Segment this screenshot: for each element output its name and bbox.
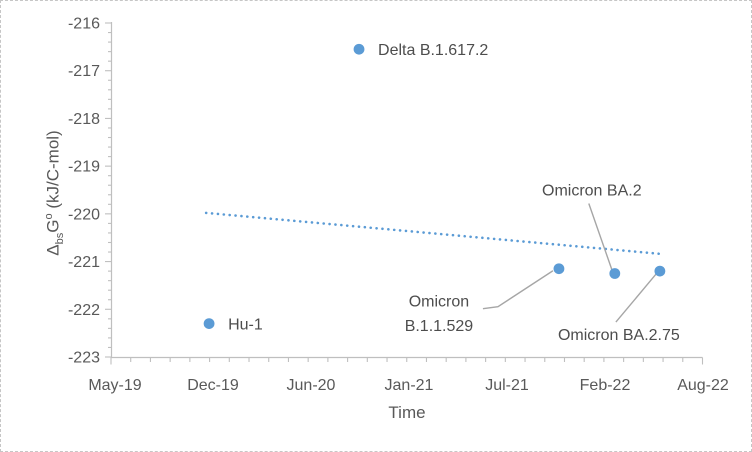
y-tick-label: -217 <box>68 63 100 80</box>
x-tick-label: May-19 <box>88 377 141 394</box>
leader-line-b11529 <box>482 270 554 310</box>
data-point-hu1 <box>203 318 215 329</box>
annotation-b11529-line2: B.1.1.529 <box>405 318 474 335</box>
data-point-delta <box>353 43 365 55</box>
leader-line-ba2 <box>588 203 613 270</box>
annotation-ba2: Omicron BA.2 <box>542 182 642 199</box>
x-tick-label: Jan-21 <box>385 377 434 394</box>
data-point-ba275 <box>654 265 666 277</box>
annotation-b11529-line1: Omicron <box>409 294 469 311</box>
data-point-ba2 <box>609 268 621 279</box>
x-tick-label: Aug-22 <box>677 377 729 394</box>
y-tick-label: -216 <box>68 16 100 33</box>
trendline <box>204 211 663 256</box>
annotation-labels: Delta B.1.617.2 Hu-1 Omicron B.1.1.529 Omicr… <box>228 42 680 344</box>
annotation-hu1: Hu-1 <box>228 317 263 334</box>
y-tick-label: -223 <box>68 349 100 366</box>
y-axis-title: ΔbsGo (kJ/C-mol) <box>43 130 67 256</box>
annotation-leader-lines <box>482 203 658 323</box>
x-tick-label: Jun-20 <box>287 377 336 394</box>
x-tick-label: Dec-19 <box>187 377 239 394</box>
leader-line-ba275 <box>615 272 658 323</box>
y-tick-label: -220 <box>68 206 100 223</box>
axis-tick-labels: -216 -217 -218 -219 -220 -221 -222 -223 May-19 De… <box>68 16 729 395</box>
x-tick-label: Jul-21 <box>485 377 529 394</box>
axes <box>105 22 704 365</box>
x-axis-title: Time <box>388 403 426 422</box>
data-points <box>203 43 666 329</box>
y-tick-label: -218 <box>68 111 100 128</box>
data-point-b11529 <box>553 263 565 275</box>
y-tick-label: -222 <box>68 302 100 319</box>
y-tick-label: -221 <box>68 254 100 271</box>
x-tick-label: Feb-22 <box>580 377 631 394</box>
annotation-delta: Delta B.1.617.2 <box>378 42 488 59</box>
trendline-dotted <box>204 211 663 256</box>
y-tick-label: -219 <box>68 159 100 176</box>
annotation-ba275: Omicron BA.2.75 <box>558 327 680 344</box>
